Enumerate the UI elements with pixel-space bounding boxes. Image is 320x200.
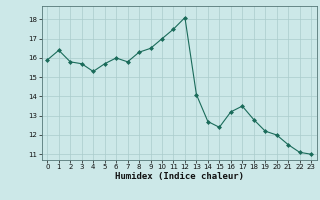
X-axis label: Humidex (Indice chaleur): Humidex (Indice chaleur) [115,172,244,181]
